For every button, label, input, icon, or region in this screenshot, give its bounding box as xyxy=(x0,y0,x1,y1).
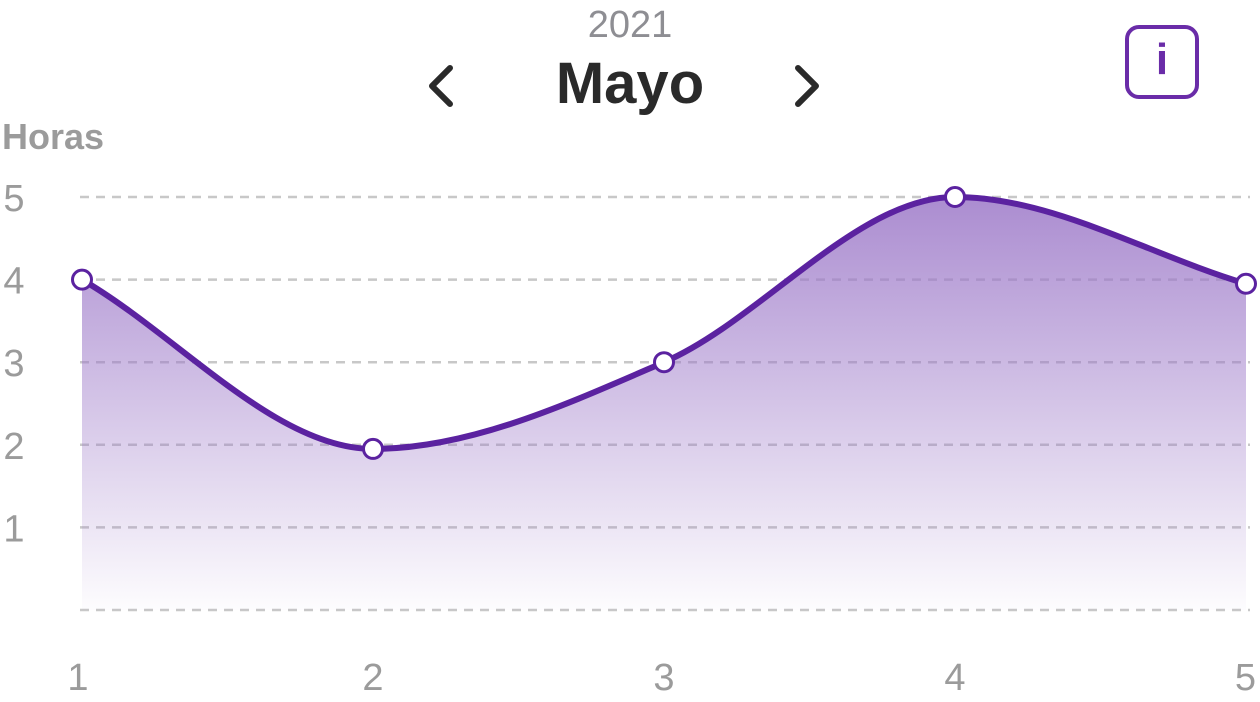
next-month-button[interactable] xyxy=(782,62,830,110)
x-tick-label: 3 xyxy=(653,657,674,699)
y-tick-label: 4 xyxy=(3,261,24,303)
data-point[interactable] xyxy=(71,268,93,291)
year-label: 2021 xyxy=(587,4,673,46)
chevron-left-icon xyxy=(429,65,453,107)
series-area xyxy=(82,197,1246,610)
data-point[interactable] xyxy=(1235,272,1257,295)
x-tick-label: 1 xyxy=(67,657,88,699)
y-tick-label: 1 xyxy=(3,508,24,550)
info-button[interactable]: i xyxy=(1125,25,1199,99)
x-tick-label: 5 xyxy=(1235,657,1256,699)
data-point[interactable] xyxy=(944,186,966,208)
x-tick-label: 4 xyxy=(944,657,965,699)
data-point[interactable] xyxy=(653,351,675,374)
y-tick-label: 2 xyxy=(3,426,24,468)
info-icon: i xyxy=(1155,35,1169,84)
month-title: Mayo xyxy=(555,51,705,116)
x-tick-label: 2 xyxy=(362,657,383,699)
chevron-right-icon xyxy=(795,65,819,107)
data-point[interactable] xyxy=(362,437,384,460)
y-axis-title: Horas xyxy=(2,116,105,157)
y-tick-label: 3 xyxy=(3,343,24,385)
previous-month-button[interactable] xyxy=(418,62,466,110)
y-tick-label: 5 xyxy=(3,178,24,220)
